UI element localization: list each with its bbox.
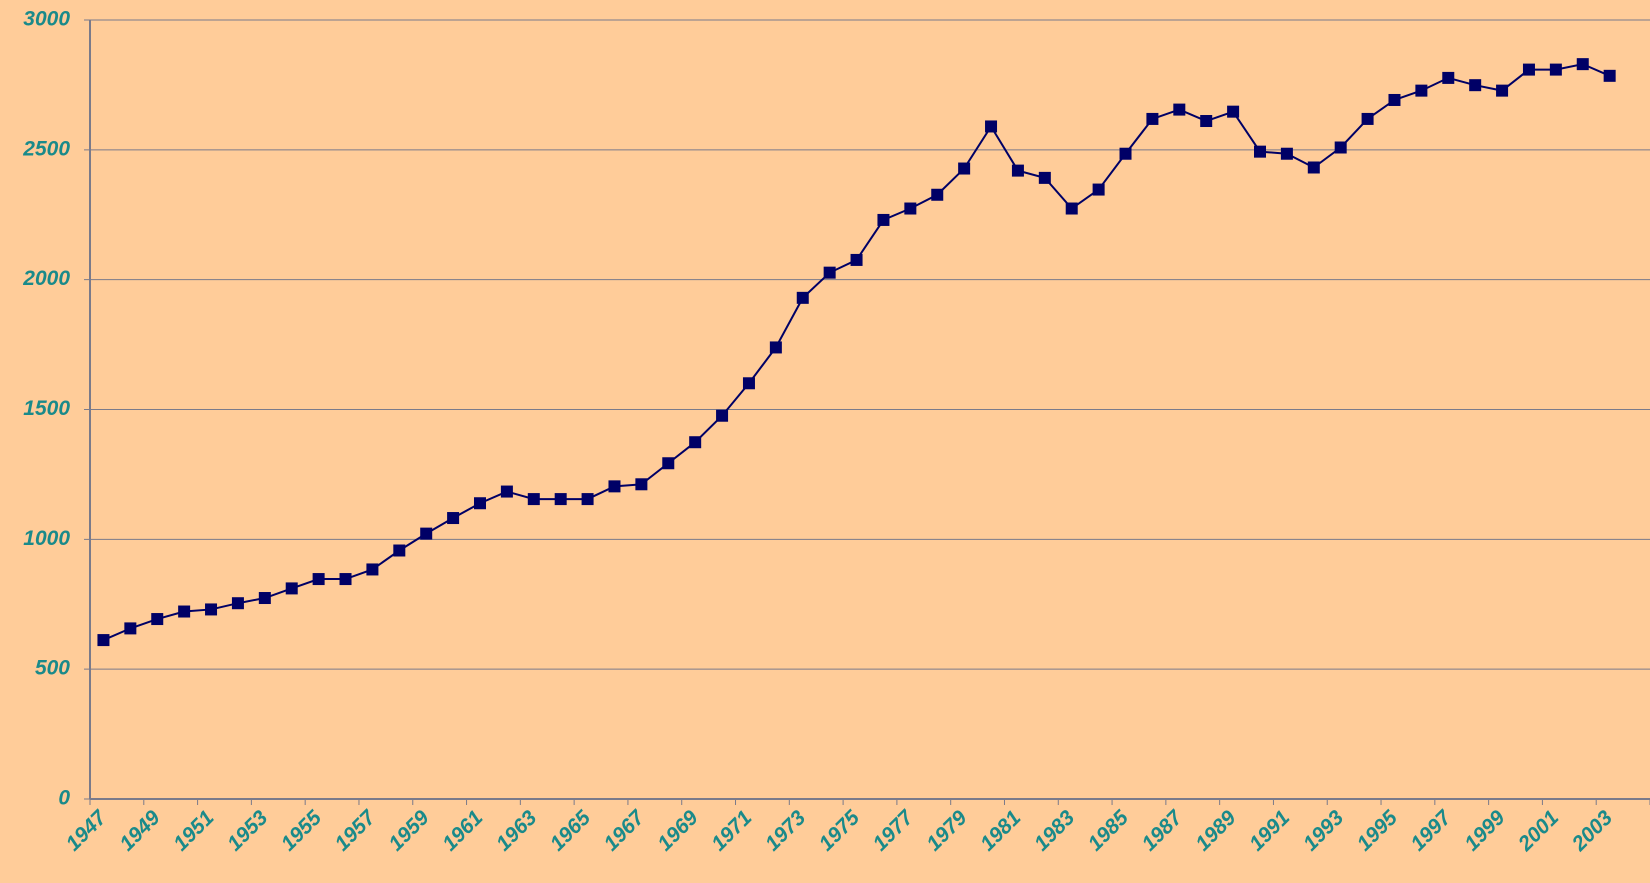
x-tick-label: 1979 [922, 806, 972, 856]
point-marker [339, 573, 352, 586]
point-marker [393, 544, 406, 557]
point-marker [1200, 115, 1213, 128]
point-marker [689, 436, 702, 449]
y-tick-label: 2500 [22, 137, 70, 160]
x-tick-label: 1963 [492, 806, 542, 856]
x-tick-label: 1955 [277, 806, 327, 856]
point-marker [178, 605, 191, 618]
point-marker [554, 493, 567, 506]
point-marker [581, 493, 594, 506]
x-tick-label: 1953 [223, 806, 273, 856]
point-marker [1334, 141, 1347, 154]
x-tick-label: 1959 [384, 806, 434, 856]
point-marker [742, 377, 755, 390]
point-marker [1038, 171, 1051, 184]
x-tick-label: 1973 [761, 806, 811, 856]
y-tick-label: 1000 [23, 527, 70, 550]
point-marker [1442, 71, 1455, 84]
y-tick-label: 2000 [22, 267, 70, 290]
x-tick-label: 1991 [1245, 806, 1294, 855]
x-tick-label: 1997 [1406, 805, 1456, 855]
x-tick-label: 1975 [815, 806, 865, 856]
y-tick-label: 0 [58, 787, 70, 810]
point-marker [1119, 147, 1132, 160]
x-tick-label: 1989 [1191, 806, 1241, 856]
x-tick-label: 1957 [331, 805, 381, 855]
x-tick-label: 1983 [1030, 806, 1080, 856]
point-marker [1092, 183, 1105, 196]
y-tick-label: 500 [35, 657, 70, 680]
x-tick-label: 2003 [1567, 806, 1617, 856]
point-marker [1603, 69, 1616, 82]
point-marker [931, 188, 944, 201]
point-marker [420, 527, 433, 540]
x-tick-label: 1993 [1299, 806, 1349, 856]
point-marker [850, 253, 863, 266]
x-tick-label: 2001 [1513, 806, 1563, 856]
point-marker [1173, 103, 1186, 116]
point-marker [97, 634, 110, 647]
point-marker [1388, 93, 1401, 106]
point-marker [1496, 84, 1509, 97]
x-tick-label: 1985 [1084, 806, 1134, 856]
point-marker [1011, 164, 1024, 177]
point-marker [1549, 63, 1562, 76]
point-marker [1469, 79, 1482, 92]
point-marker [823, 266, 836, 279]
point-marker [1146, 112, 1159, 125]
point-marker [904, 202, 917, 215]
point-marker [1307, 161, 1320, 174]
point-marker [527, 493, 540, 506]
y-tick-label: 1500 [23, 397, 70, 420]
point-marker [635, 478, 648, 491]
point-marker [231, 597, 244, 610]
x-tick-label: 1965 [546, 806, 596, 856]
x-tick-label: 1961 [438, 806, 487, 855]
point-marker [958, 162, 971, 175]
x-tick-label: 1969 [653, 806, 703, 856]
x-tick-label: 1999 [1460, 806, 1510, 856]
point-marker [205, 603, 218, 616]
point-marker [447, 512, 460, 525]
point-marker [285, 582, 298, 595]
point-marker [500, 485, 513, 498]
point-marker [124, 622, 137, 635]
x-tick-label: 1977 [869, 805, 919, 855]
point-marker [312, 573, 325, 586]
point-marker [1522, 63, 1535, 76]
point-marker [1254, 145, 1266, 158]
point-marker [151, 613, 164, 626]
point-marker [1227, 105, 1240, 118]
x-tick-label: 1967 [600, 805, 650, 855]
x-tick-label: 1995 [1353, 806, 1403, 856]
point-marker [985, 120, 998, 133]
point-marker [716, 409, 729, 422]
point-marker [1361, 112, 1374, 125]
x-tick-label: 1951 [169, 806, 218, 855]
point-marker [1576, 58, 1589, 71]
point-marker [796, 291, 809, 304]
point-marker [608, 480, 621, 493]
point-marker [877, 213, 890, 226]
point-marker [662, 457, 675, 470]
point-marker [258, 592, 271, 605]
point-marker [1065, 202, 1078, 215]
point-marker [474, 497, 486, 510]
x-tick-label: 1947 [62, 805, 112, 855]
point-marker [366, 563, 379, 576]
point-marker [769, 341, 782, 354]
series-line [103, 63, 1611, 642]
x-tick-label: 1987 [1137, 805, 1187, 855]
x-tick-label: 1949 [115, 806, 165, 856]
x-tick-label: 1981 [976, 806, 1025, 855]
y-tick-label: 3000 [23, 8, 70, 31]
point-marker [1415, 84, 1428, 97]
x-tick-label: 1971 [707, 806, 756, 855]
point-marker [1280, 147, 1293, 160]
